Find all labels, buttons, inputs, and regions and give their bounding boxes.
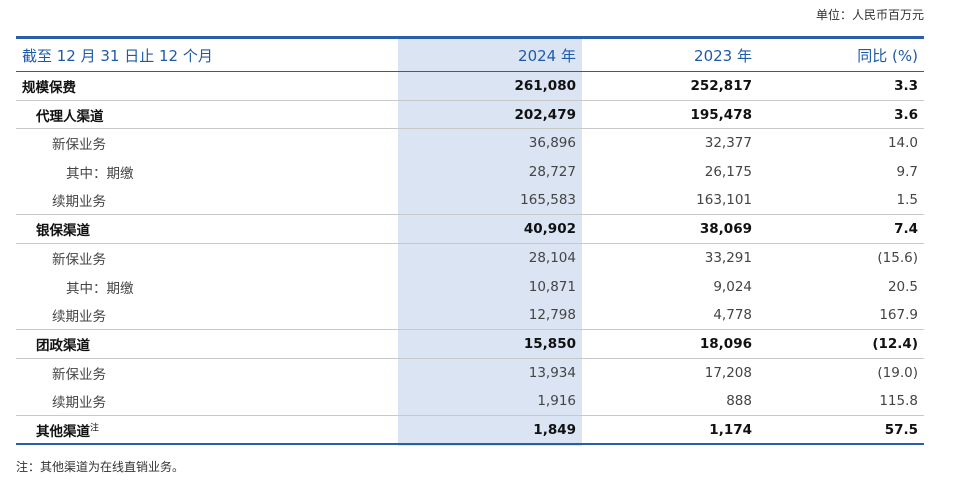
header-period: 截至 12 月 31 日止 12 个月 [16, 36, 398, 72]
value-yoy: 57.5 [758, 415, 924, 446]
value-2024: 261,080 [398, 71, 582, 101]
value-2024: 10,871 [528, 278, 576, 295]
table-row: 续期业务 1,916 888 115.8 [16, 387, 924, 417]
value-yoy: 9.7 [896, 163, 918, 180]
value-yoy: (12.4) [758, 329, 924, 359]
value-2024: 1,916 [398, 387, 582, 417]
value-2024: 165,583 [398, 186, 582, 216]
header-yoy: 同比 (%) [758, 36, 924, 72]
table-row: 其中：期缴 10,871 9,024 20.5 [16, 272, 924, 301]
value-2023: 18,096 [582, 329, 758, 359]
row-label: 续期业务 [16, 186, 398, 216]
premium-table-container: 截至 12 月 31 日止 12 个月 2024 年 2023 年 同比 (%)… [16, 36, 924, 446]
value-2024: 36,896 [528, 135, 576, 152]
table-row: 续期业务 12,798 4,778 167.9 [16, 301, 924, 331]
value-yoy: 14.0 [887, 135, 918, 152]
value-2023: 17,208 [704, 364, 752, 381]
row-label: 其中：期缴 [66, 280, 134, 297]
footnote-marker: 注 [90, 423, 100, 434]
value-2024: 15,850 [398, 329, 582, 359]
row-label: 新保业务 [52, 366, 106, 383]
table-row: 新保业务 36,896 32,377 14.0 [16, 129, 924, 158]
premium-table: 截至 12 月 31 日止 12 个月 2024 年 2023 年 同比 (%)… [16, 36, 924, 446]
value-2023: 33,291 [704, 250, 752, 267]
value-2024: 202,479 [398, 100, 582, 130]
table-row: 银保渠道 40,902 38,069 7.4 [16, 214, 924, 245]
table-row: 代理人渠道 202,479 195,478 3.6 [16, 100, 924, 130]
value-2023: 163,101 [582, 186, 758, 216]
row-label: 其他渠道注 [16, 415, 398, 446]
unit-label: 单位：人民币百万元 [815, 8, 924, 22]
value-2023: 4,778 [582, 301, 758, 331]
footnote: 注：其他渠道为在线直销业务。 [16, 460, 185, 474]
table-row: 其中：期缴 28,727 26,175 9.7 [16, 158, 924, 187]
value-2024: 1,849 [398, 415, 582, 446]
value-2023: 9,024 [713, 278, 752, 295]
row-label: 新保业务 [52, 137, 106, 154]
value-2023: 32,377 [704, 135, 752, 152]
value-yoy: 3.6 [758, 100, 924, 130]
value-2024: 28,104 [528, 250, 576, 267]
value-2023: 888 [582, 387, 758, 417]
value-2023: 38,069 [582, 214, 758, 245]
value-yoy: (19.0) [877, 364, 918, 381]
table-header-row: 截至 12 月 31 日止 12 个月 2024 年 2023 年 同比 (%) [16, 36, 924, 72]
table-row: 新保业务 28,104 33,291 (15.6) [16, 244, 924, 273]
row-label: 其中：期缴 [66, 165, 134, 182]
value-yoy: 7.4 [758, 214, 924, 245]
value-2024: 40,902 [398, 214, 582, 245]
table-row: 新保业务 13,934 17,208 (19.0) [16, 358, 924, 387]
row-label: 续期业务 [16, 301, 398, 331]
row-label: 新保业务 [52, 252, 106, 269]
value-yoy: 20.5 [887, 278, 918, 295]
value-2023: 26,175 [704, 163, 752, 180]
row-label: 银保渠道 [16, 214, 398, 245]
value-2023: 252,817 [582, 71, 758, 101]
table-row: 团政渠道 15,850 18,096 (12.4) [16, 329, 924, 359]
row-label: 代理人渠道 [16, 100, 398, 130]
header-2023: 2023 年 [582, 36, 758, 72]
value-yoy: 3.3 [758, 71, 924, 101]
row-label-text: 其他渠道 [36, 423, 90, 440]
value-2024: 12,798 [398, 301, 582, 331]
row-label: 续期业务 [16, 387, 398, 417]
row-label: 规模保费 [16, 71, 398, 101]
value-yoy: 167.9 [758, 301, 924, 331]
value-2024: 13,934 [528, 364, 576, 381]
value-yoy: (15.6) [877, 250, 918, 267]
table-row: 其他渠道注 1,849 1,174 57.5 [16, 415, 924, 446]
value-2023: 195,478 [582, 100, 758, 130]
value-yoy: 1.5 [758, 186, 924, 216]
value-yoy: 115.8 [758, 387, 924, 417]
row-label: 团政渠道 [16, 329, 398, 359]
table-row: 规模保费 261,080 252,817 3.3 [16, 71, 924, 101]
value-2023: 1,174 [582, 415, 758, 446]
header-2024: 2024 年 [398, 36, 582, 72]
table-row: 续期业务 165,583 163,101 1.5 [16, 186, 924, 216]
value-2024: 28,727 [528, 163, 576, 180]
